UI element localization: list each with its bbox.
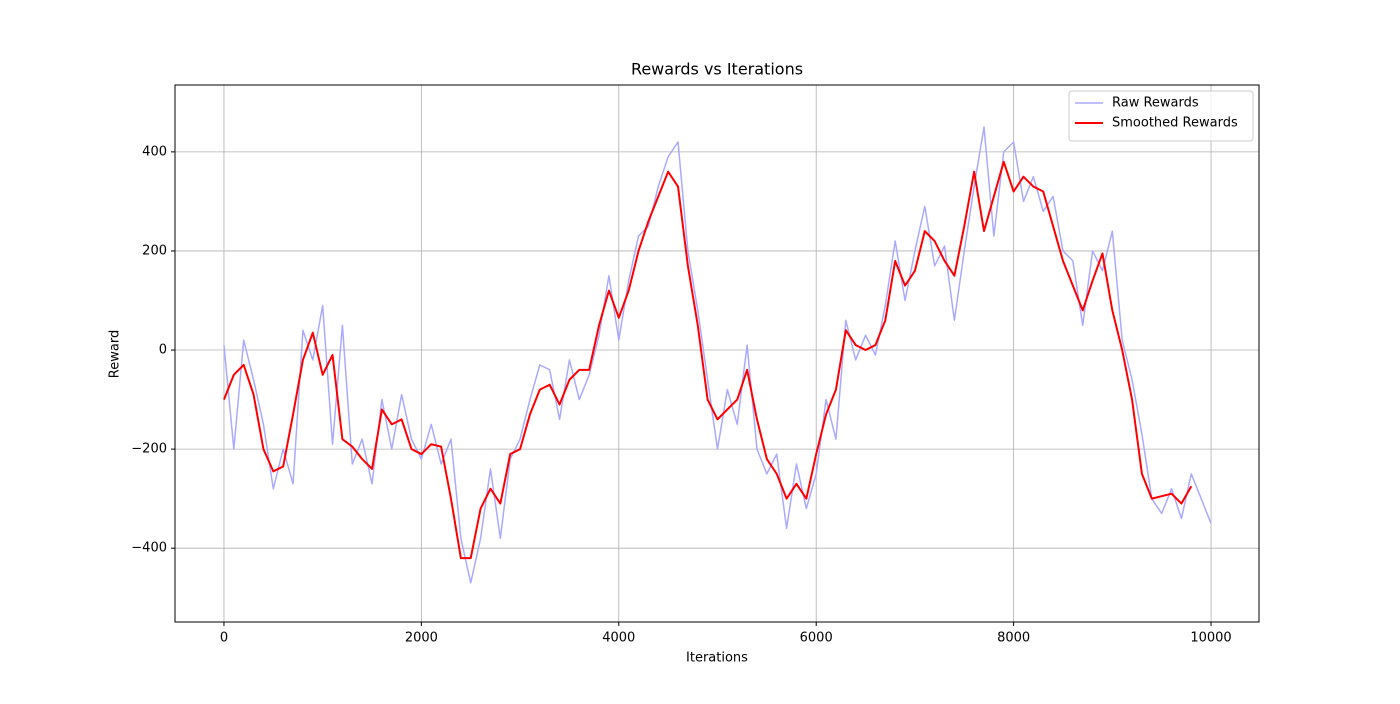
y-axis-label: Reward [108, 330, 123, 378]
y-tick-label: 400 [142, 144, 167, 159]
x-tick-label: 8000 [997, 631, 1030, 646]
x-tick-label: 10000 [1190, 631, 1231, 646]
x-tick-label: 2000 [405, 631, 438, 646]
x-tick-label: 0 [220, 631, 228, 646]
y-tick-label: 0 [159, 343, 167, 358]
legend-label: Smoothed Rewards [1112, 116, 1238, 131]
legend-label: Raw Rewards [1112, 96, 1199, 111]
x-axis-label: Iterations [686, 651, 748, 666]
y-tick-label: −200 [131, 442, 167, 457]
data-line [223, 160, 1193, 560]
legend-box [1068, 90, 1254, 142]
x-tick-label: 6000 [800, 631, 833, 646]
data-line [223, 126, 1212, 584]
chart-title: Rewards vs Iterations [631, 60, 803, 79]
plot-frame [174, 84, 1260, 623]
x-tick-label: 4000 [602, 631, 635, 646]
y-tick-label: −400 [131, 541, 167, 556]
y-tick-label: 200 [142, 243, 167, 258]
